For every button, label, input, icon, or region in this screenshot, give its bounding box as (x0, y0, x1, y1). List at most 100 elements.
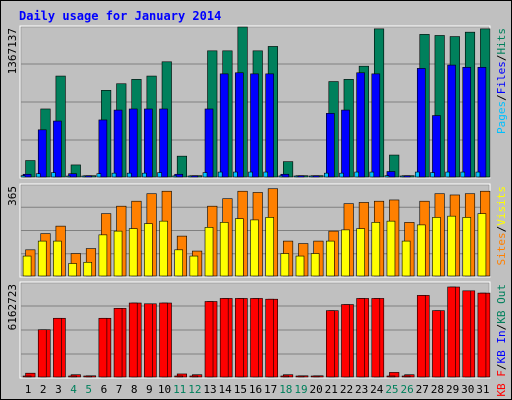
bar-visits-day-30 (462, 217, 472, 277)
bar-kb-f-day-22 (341, 304, 350, 378)
bar-files-day-8 (128, 108, 138, 178)
day-label-27: 27 (416, 383, 429, 396)
legend-entry: KB In (495, 330, 508, 363)
bar-files-day-14 (219, 73, 229, 178)
day-label-23: 23 (355, 383, 368, 396)
bar-pages-day-8 (126, 172, 132, 178)
day-label-4: 4 (70, 383, 77, 396)
bar-files-day-23 (356, 72, 365, 178)
bar-visits-day-26 (401, 240, 411, 277)
day-label-19: 19 (294, 383, 307, 396)
day-label-7: 7 (116, 383, 123, 396)
bar-visits-day-20 (310, 253, 320, 277)
day-label-24: 24 (370, 383, 384, 396)
day-label-14: 14 (219, 383, 233, 396)
bar-pages-day-30 (460, 171, 466, 178)
chart-panels: 1367137Pages/Files/Hits365Sites/Visits61… (6, 25, 508, 397)
bar-pages-day-14 (217, 171, 223, 178)
bar-hits-day-11 (176, 155, 187, 178)
bar-pages-day-28 (430, 172, 435, 178)
bar-pages-day-9 (142, 172, 147, 178)
chart-title: Daily usage for January 2014 (19, 9, 221, 23)
day-label-8: 8 (131, 383, 138, 396)
bar-pages-day-10 (157, 172, 162, 178)
bar-pages-day-18 (278, 175, 284, 178)
panel-legend: KB F/KB In/KB Out (495, 284, 508, 397)
bar-pages-day-22 (339, 172, 344, 178)
bar-visits-day-9 (144, 223, 153, 277)
bar-pages-day-26 (399, 175, 405, 178)
bar-files-day-21 (326, 113, 335, 178)
x-axis-day-labels: 1 2 3 4 5 6 7 8 9 10 11 12 13 14 15 16 17 18 19 20 21 22 23 24 2… (25, 383, 490, 396)
day-label-11: 11 (173, 383, 186, 396)
legend-entry: KB Out (495, 284, 508, 324)
bar-kb-f-day-9 (144, 303, 153, 378)
bar-pages-day-27 (414, 171, 420, 178)
bar-visits-day-12 (189, 255, 199, 277)
bar-files-day-4 (68, 173, 77, 178)
bar-files-day-27 (416, 68, 426, 178)
bar-pages-day-20 (308, 175, 314, 178)
bar-visits-day-16 (250, 219, 259, 277)
bar-files-day-16 (250, 73, 259, 178)
bar-files-day-17 (265, 73, 274, 178)
bar-kb-f-day-27 (416, 295, 426, 378)
bar-visits-day-17 (265, 217, 274, 277)
bar-kb-f-day-19 (295, 375, 305, 378)
panel-visits-sites: 365 Sites/Visits (6, 183, 508, 278)
day-label-20: 20 (310, 383, 323, 396)
bar-visits-day-3 (53, 240, 62, 277)
day-label-5: 5 (85, 383, 92, 396)
day-label-3: 3 (55, 383, 62, 396)
bar-files-day-9 (144, 108, 153, 178)
bar-files-day-24 (371, 73, 381, 178)
bar-kb-f-day-18 (280, 375, 290, 378)
bar-files-day-2 (37, 129, 47, 178)
bar-visits-day-22 (341, 229, 350, 277)
day-label-9: 9 (146, 383, 153, 396)
bar-kb-f-day-16 (250, 298, 259, 378)
bar-visits-day-10 (159, 220, 168, 277)
legend-entry: Sites (495, 232, 508, 265)
bar-pages-day-11 (172, 175, 177, 178)
bar-pages-day-16 (248, 171, 253, 178)
bar-pages-day-5 (81, 175, 87, 178)
bar-kb-f-day-26 (401, 375, 411, 378)
day-label-28: 28 (431, 383, 444, 396)
bar-files-day-6 (98, 119, 108, 178)
bar-pages-day-15 (233, 171, 238, 178)
day-label-30: 30 (461, 383, 474, 396)
bar-kb-f-day-15 (235, 298, 244, 378)
bar-kb-f-day-28 (432, 310, 441, 378)
bar-files-day-13 (204, 108, 214, 178)
bar-pages-day-17 (263, 171, 268, 178)
series-pages (20, 171, 481, 178)
bar-pages-day-6 (96, 173, 102, 178)
series-kb-f (22, 286, 487, 378)
bar-kb-f-day-7 (113, 308, 123, 378)
bar-pages-day-29 (445, 171, 450, 178)
legend-entry: KB F (495, 370, 508, 397)
bar-kb-f-day-3 (53, 317, 62, 378)
bar-visits-day-18 (280, 253, 290, 277)
bar-pages-day-4 (66, 175, 71, 178)
bar-visits-day-23 (356, 228, 365, 277)
legend-entry: Pages (495, 101, 508, 134)
bar-kb-f-day-21 (326, 310, 335, 378)
bar-visits-day-28 (432, 217, 441, 277)
day-label-21: 21 (325, 383, 338, 396)
panel-legend: Sites/Visits (495, 186, 508, 266)
legend-entry: / (495, 94, 508, 101)
bar-visits-day-15 (235, 218, 244, 277)
series-files (22, 64, 487, 178)
bar-visits-day-31 (477, 213, 487, 277)
legend-entry: Files (495, 61, 508, 94)
bar-kb-f-day-4 (68, 375, 77, 378)
day-label-17: 17 (264, 383, 277, 396)
bar-kb-f-day-31 (477, 292, 487, 378)
legend-entry: Hits (495, 28, 508, 55)
bar-files-day-30 (462, 66, 472, 178)
day-label-13: 13 (203, 383, 216, 396)
legend-entry: / (495, 364, 508, 371)
